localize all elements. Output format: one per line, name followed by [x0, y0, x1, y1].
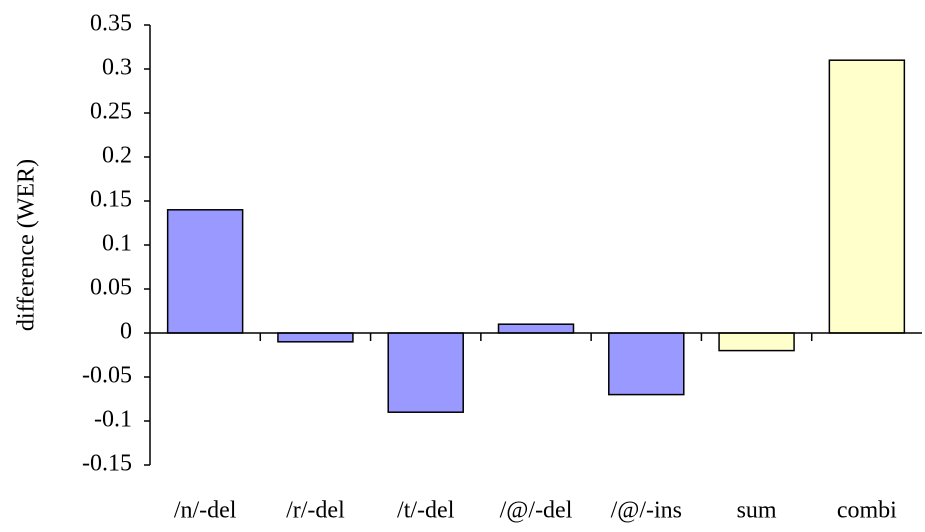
y-tick-label: 0.3 [102, 55, 132, 81]
y-tick-label: -0.05 [82, 363, 132, 389]
bar [277, 332, 354, 343]
bar [497, 323, 575, 334]
y-tick-label: -0.15 [82, 451, 132, 477]
y-tick-label: 0.25 [90, 99, 132, 125]
bar [387, 332, 464, 413]
bar [718, 332, 795, 352]
bar [166, 209, 244, 334]
x-tick-label: /n/-del [174, 498, 237, 524]
y-tick-label: 0.05 [90, 275, 132, 301]
bar [608, 332, 685, 396]
y-tick-label: 0 [120, 319, 132, 345]
y-tick-label: 0.15 [90, 187, 132, 213]
bar [828, 59, 906, 334]
y-tick-label: 0.1 [102, 231, 132, 257]
y-tick-label: -0.1 [94, 407, 132, 433]
x-tick-label: /t/-del [397, 498, 455, 524]
y-tick-label: 0.2 [102, 143, 132, 169]
x-tick-label: /r/-del [286, 498, 345, 524]
x-tick-label: sum [737, 498, 777, 524]
y-tick-label: 0.35 [90, 11, 132, 37]
x-tick-label: combi [837, 498, 897, 524]
y-axis-label: difference (WER) [14, 159, 40, 331]
x-tick-label: /@/-del [500, 498, 573, 524]
x-tick-label: /@/-ins [611, 498, 682, 524]
